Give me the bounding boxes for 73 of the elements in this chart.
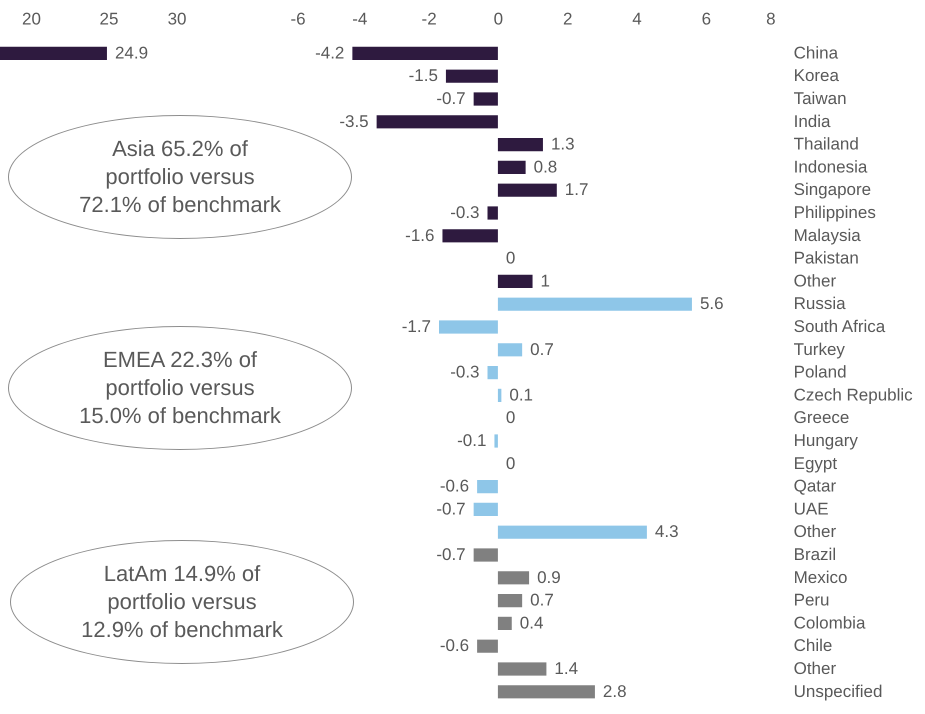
data-label: 0.7 (530, 590, 554, 610)
y-tick-label: UAE (794, 499, 829, 518)
data-label: 0 (506, 454, 516, 473)
x-tick-label: 20 (22, 10, 41, 28)
x-tick-label: -4 (352, 10, 368, 28)
data-label: 4.3 (654, 522, 679, 542)
y-tick-label: Taiwan (794, 89, 847, 108)
x-tick-label: 8 (766, 10, 776, 28)
y-tick-label: Malaysia (794, 226, 862, 245)
y-tick-label: Turkey (794, 340, 846, 359)
y-tick-label: China (794, 43, 839, 62)
y-tick-label: Egypt (794, 454, 838, 473)
data-label: 24.9 (114, 43, 148, 62)
y-tick-label: Poland (794, 362, 847, 382)
y-tick-label: Pakistan (794, 248, 859, 268)
data-label: 0 (506, 408, 516, 428)
data-label: 1.3 (550, 134, 575, 154)
y-tick-label: Other (794, 271, 836, 290)
data-label: -0.3 (450, 203, 480, 222)
y-tick-label: Philippines (794, 203, 876, 222)
y-tick-label: Russia (794, 294, 846, 314)
data-label: 0.4 (520, 613, 544, 632)
data-label: 0.1 (509, 385, 534, 404)
text: EMEA 22.3% of portfolio versus 15.0% of benchmark (78, 346, 282, 430)
y-tick-label: Chile (794, 636, 832, 656)
y-tick-label: Mexico (794, 568, 848, 587)
text: Asia 65.2% of portfolio versus 72.1% of benchmark (78, 135, 282, 219)
data-label: -0.7 (436, 89, 466, 108)
x-tick-label: -6 (290, 10, 306, 28)
data-label: 0.7 (530, 340, 554, 359)
data-label: -3.5 (339, 112, 369, 131)
data-label: 0 (506, 248, 516, 268)
x-tick-label: 6 (702, 10, 712, 28)
data-label: 1.7 (564, 180, 588, 200)
data-label: 5.6 (700, 294, 724, 314)
data-label: -0.1 (457, 431, 486, 450)
y-tick-label: Czech Republic (794, 385, 914, 404)
y-tick-label: Colombia (794, 613, 866, 632)
y-tick-label: Singapore (794, 180, 872, 200)
y-tick-label: Hungary (794, 431, 858, 450)
data-label: 1 (540, 271, 550, 290)
data-label: -4.2 (315, 43, 344, 62)
data-label: 0.9 (537, 568, 561, 587)
data-label: -0.6 (440, 636, 470, 656)
data-label: -1.7 (402, 317, 431, 336)
y-tick-label: Unspecified (794, 682, 882, 701)
y-tick-label: Greece (794, 408, 850, 428)
x-tick-label: 25 (100, 10, 118, 28)
y-tick-label: Brazil (794, 545, 836, 564)
y-tick-label: India (794, 112, 832, 131)
y-tick-label: Qatar (794, 476, 836, 496)
data-label: -0.3 (450, 362, 480, 382)
data-label: -0.7 (436, 545, 466, 564)
x-tick-label: -2 (422, 10, 437, 28)
y-tick-label: Thailand (794, 134, 859, 154)
x-tick-label: 4 (632, 10, 642, 28)
data-label: 1.4 (554, 659, 578, 678)
x-tick-label: 0 (494, 10, 504, 28)
y-tick-label: Peru (794, 590, 830, 610)
y-tick-label: Other (794, 522, 836, 542)
y-tick-label: Other (794, 659, 836, 678)
data-label: -0.7 (436, 499, 466, 518)
data-label: -1.5 (408, 66, 438, 86)
x-tick-label: 30 (168, 10, 186, 28)
data-label: -1.6 (405, 226, 434, 245)
text: LatAm 14.9% of portfolio versus 12.9% of benchmark (80, 560, 284, 644)
y-tick-label: Korea (794, 66, 840, 86)
data-label: 0.8 (534, 157, 558, 176)
y-tick-label: Indonesia (794, 157, 868, 176)
data-label: -0.6 (440, 476, 470, 496)
data-label: 2.8 (602, 682, 627, 701)
y-tick-label: South Africa (794, 317, 886, 336)
x-tick-label: 2 (562, 10, 572, 28)
